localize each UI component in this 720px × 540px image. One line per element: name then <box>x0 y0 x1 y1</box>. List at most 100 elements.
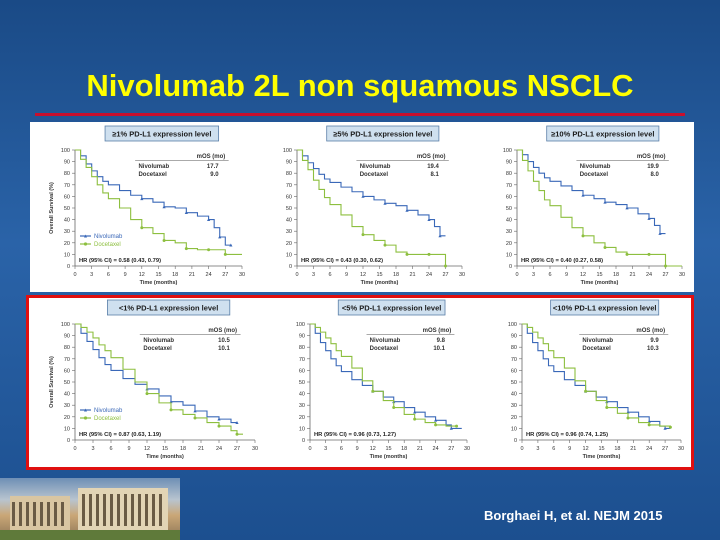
chart-title-box <box>107 299 231 316</box>
y-tick-label: 20 <box>286 241 292 247</box>
censor-marker <box>647 423 651 427</box>
y-tick-label: 50 <box>506 206 512 212</box>
x-tick-label: 21 <box>189 272 195 278</box>
x-tick-label: 27 <box>662 272 668 278</box>
censor-marker <box>413 417 417 421</box>
x-tick-label: 21 <box>409 272 415 278</box>
mos-row-value: 19.9 <box>647 164 659 170</box>
censor-marker <box>371 389 375 393</box>
y-tick-label: 0 <box>67 264 70 270</box>
survival-curve-docetaxel <box>522 323 671 428</box>
km-chart-ge10: 0 10 20 30 40 50 60 70 80 90 100 0 3 6 9 12 15 18 21 24 27 30… <box>503 125 685 286</box>
x-tick-label: 24 <box>646 272 652 278</box>
survival-curve-nivolumab <box>75 323 237 424</box>
x-tick-label: 15 <box>162 446 168 452</box>
y-tick-label: 60 <box>286 194 292 200</box>
censor-marker <box>162 205 166 209</box>
x-tick-label: 9 <box>127 446 130 452</box>
y-tick-label: 100 <box>508 322 517 328</box>
censor-marker <box>434 423 438 427</box>
hazard-ratio: HR (95% CI) = 0.43 (0.30, 0.62) <box>301 258 383 264</box>
y-tick-label: 40 <box>299 392 305 398</box>
censor-marker <box>647 252 651 256</box>
x-tick-label: 18 <box>180 446 186 452</box>
y-tick-label: 20 <box>511 415 517 421</box>
x-tick-label: 0 <box>515 272 518 278</box>
censor-marker <box>658 231 662 235</box>
y-tick-label: 60 <box>64 194 70 200</box>
x-axis-label: Time (months) <box>140 280 178 286</box>
x-tick-label: 18 <box>401 446 407 452</box>
survival-curve-nivolumab <box>297 149 446 237</box>
x-tick-label: 9 <box>565 272 568 278</box>
x-tick-label: 18 <box>614 446 620 452</box>
mos-row-label: Docetaxel <box>143 346 172 352</box>
mos-row-value: 9.9 <box>650 338 659 344</box>
x-tick-label: 30 <box>252 446 258 452</box>
mos-row-value: 10.1 <box>433 346 445 352</box>
x-tick-label: 21 <box>417 446 423 452</box>
y-tick-label: 50 <box>299 380 305 386</box>
y-tick-label: 10 <box>64 252 70 258</box>
y-tick-label: 10 <box>299 426 305 432</box>
km-chart-lt1: 0 10 20 30 40 50 60 70 80 90 100 0 3 6 9 12 15 18 21 24 27 30… <box>49 299 258 460</box>
x-tick-label: 9 <box>356 446 359 452</box>
x-tick-label: 12 <box>139 272 145 278</box>
legend-marker <box>84 234 87 238</box>
x-tick-label: 0 <box>308 446 311 452</box>
y-tick-label: 70 <box>506 183 512 189</box>
x-tick-label: 12 <box>580 272 586 278</box>
y-tick-label: 0 <box>302 438 305 444</box>
chart-title-box <box>104 125 220 142</box>
x-tick-label: 12 <box>583 446 589 452</box>
y-tick-label: 80 <box>64 345 70 351</box>
censor-marker <box>438 234 442 238</box>
y-tick-label: 80 <box>64 171 70 177</box>
y-tick-label: 30 <box>506 229 512 235</box>
chart-title-box <box>337 299 446 316</box>
x-axis-label: Time (months) <box>361 280 399 286</box>
y-tick-label: 10 <box>511 426 517 432</box>
y-tick-label: 40 <box>506 218 512 224</box>
y-tick-label: 50 <box>511 380 517 386</box>
x-tick-label: 9 <box>345 272 348 278</box>
mos-row-label: Nivolumab <box>370 338 401 344</box>
x-tick-label: 27 <box>448 446 454 452</box>
legend-marker <box>83 416 88 420</box>
y-axis-label: Overall Survival (%) <box>49 182 55 234</box>
mos-row-value: 17.7 <box>207 164 219 170</box>
x-tick-label: 9 <box>568 446 571 452</box>
y-tick-label: 100 <box>61 322 70 328</box>
x-tick-label: 30 <box>459 272 465 278</box>
x-tick-label: 30 <box>678 446 684 452</box>
censor-marker <box>603 200 607 204</box>
censor-marker <box>140 197 144 201</box>
y-tick-label: 70 <box>511 357 517 363</box>
censor-marker <box>169 408 173 412</box>
x-tick-label: 21 <box>198 446 204 452</box>
mos-row-label: Docetaxel <box>370 346 399 352</box>
y-tick-label: 30 <box>286 229 292 235</box>
survival-curve-docetaxel <box>310 323 457 427</box>
mos-header: mOS (mo) <box>423 328 452 334</box>
censor-marker <box>392 406 396 410</box>
y-tick-label: 50 <box>64 206 70 212</box>
censor-marker <box>625 252 629 256</box>
hospital-building-photo <box>0 478 180 540</box>
chart-title: ≥5% PD-L1 expression level <box>333 130 432 139</box>
citation-text: Borghaei H, et al. NEJM 2015 <box>484 508 663 523</box>
x-tick-label: 6 <box>107 272 110 278</box>
x-tick-label: 6 <box>548 272 551 278</box>
x-tick-label: 3 <box>532 272 535 278</box>
censor-marker <box>361 233 365 237</box>
chart-title-box <box>326 125 440 142</box>
survival-curve-nivolumab <box>75 149 231 246</box>
x-tick-label: 27 <box>222 272 228 278</box>
y-tick-label: 80 <box>511 345 517 351</box>
survival-curve-docetaxel <box>75 323 243 435</box>
censor-marker <box>605 406 609 410</box>
x-axis-label: Time (months) <box>583 454 621 460</box>
x-tick-label: 18 <box>393 272 399 278</box>
x-tick-label: 6 <box>328 272 331 278</box>
x-tick-label: 30 <box>679 272 685 278</box>
